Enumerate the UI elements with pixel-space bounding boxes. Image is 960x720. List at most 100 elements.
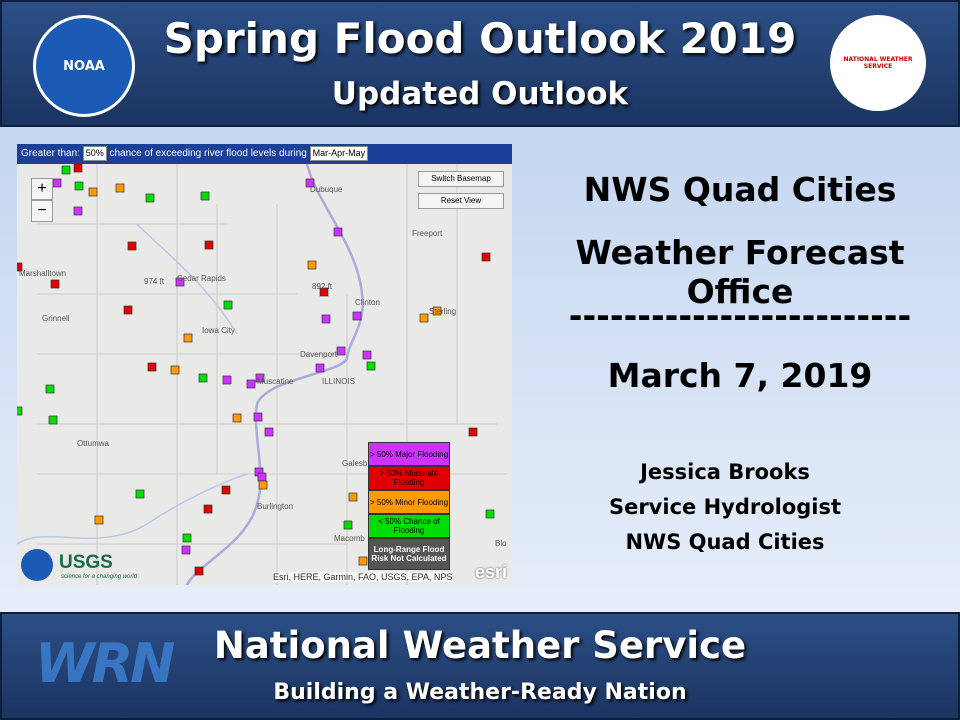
place-label: Sterling — [429, 307, 457, 316]
place-label: Macomb — [334, 534, 365, 543]
usgs-tagline: science for a changing world — [61, 574, 138, 580]
footer-title: National Weather Service — [213, 624, 747, 667]
footer-tagline: Building a Weather-Ready Nation — [273, 680, 687, 705]
place-label: Galesb — [342, 459, 368, 468]
place-label: Clinton — [355, 298, 380, 307]
gauge-marker — [17, 262, 23, 272]
gauge-marker — [305, 178, 315, 188]
noaa-small-logo — [21, 549, 53, 581]
gauge-marker — [127, 241, 137, 251]
reset-view[interactable]: Reset View — [418, 193, 504, 209]
esri-logo: esri — [475, 562, 508, 582]
gauge-marker — [336, 346, 346, 356]
legend-entry: > 50% Minor Flooding — [368, 490, 450, 514]
noaa-logo: NOAA — [33, 15, 135, 117]
period-select[interactable]: Mar-Apr-May — [309, 146, 369, 161]
gauge-marker — [319, 287, 329, 297]
place-label: Burlington — [257, 502, 294, 511]
divider: ------------------------- — [568, 296, 912, 335]
place-label: Freeport — [412, 229, 443, 238]
map-canvas — [17, 163, 507, 585]
gauge-marker — [182, 533, 192, 543]
gauge-marker — [223, 300, 233, 310]
gauge-marker — [315, 363, 325, 373]
gauge-marker — [348, 492, 358, 502]
gauge-marker — [200, 191, 210, 201]
filter-text: chance of exceeding river flood levels d… — [109, 148, 307, 159]
place-label: Blo — [495, 539, 507, 548]
gauge-marker — [50, 279, 60, 289]
gauge-marker — [307, 260, 317, 270]
gauge-marker — [255, 373, 265, 383]
gauge-marker — [432, 306, 442, 316]
gauge-marker — [135, 489, 145, 499]
place-label: 892 ft — [312, 282, 333, 291]
gauge-marker — [88, 187, 98, 197]
place-label: Davenport — [300, 350, 337, 359]
place-label: ILLINOIS — [322, 377, 355, 386]
gauge-marker — [61, 165, 71, 175]
gauge-marker — [181, 545, 191, 555]
nws-logo: NATIONAL WEATHER SERVICE — [830, 15, 926, 111]
place-label: Cedar Rapids — [177, 274, 226, 283]
header-bar — [0, 0, 960, 127]
zoom-in[interactable]: + — [31, 178, 53, 200]
gauge-marker — [175, 277, 185, 287]
place-label: Marshalltown — [19, 269, 67, 278]
gauge-marker — [264, 427, 274, 437]
gauge-marker — [52, 178, 62, 188]
gauge-marker — [362, 350, 372, 360]
gauge-marker — [221, 485, 231, 495]
gauge-marker — [183, 333, 193, 343]
office-type: Weather Forecast Office — [575, 233, 905, 311]
gauge-marker — [246, 379, 256, 389]
gauge-marker — [115, 183, 125, 193]
gauge-marker — [45, 384, 55, 394]
gauge-marker — [485, 509, 495, 519]
role: Service Hydrologist — [608, 495, 842, 519]
gauge-marker — [74, 181, 84, 191]
gauge-marker — [73, 206, 83, 216]
gauge-marker — [352, 311, 362, 321]
gauge-marker — [343, 520, 353, 530]
legend-entry: > 50% Moderate Flooding — [368, 466, 450, 490]
legend-entry: < 50% Chance of Flooding — [368, 514, 450, 538]
attribution: Esri, HERE, Garmin, FAO, USGS, EPA, NPS — [273, 572, 453, 582]
place-label: Grinnell — [42, 314, 70, 323]
zoom-out[interactable]: − — [31, 200, 53, 222]
gauge-marker — [94, 515, 104, 525]
gauge-marker — [257, 472, 267, 482]
gauge-marker — [194, 566, 204, 576]
gauge-marker — [17, 406, 23, 416]
gauge-marker — [147, 362, 157, 372]
footer-bar — [0, 612, 960, 720]
gauge-marker — [481, 252, 491, 262]
gauge-marker — [258, 480, 268, 490]
place-label: Ottumwa — [77, 439, 110, 448]
gauge-marker — [48, 415, 58, 425]
gauge-marker — [123, 305, 133, 315]
gauge-marker — [222, 375, 232, 385]
gauge-marker — [204, 240, 214, 250]
place-label: Dubuque — [310, 185, 343, 194]
legend-entry: > 50% Major Flooding — [368, 442, 450, 466]
place-label: 974 ft — [144, 277, 165, 286]
flood-map[interactable]: Greater than: 50% chance of exceeding ri… — [17, 144, 512, 585]
wrn-logo: WRN — [35, 632, 175, 695]
date: March 7, 2019 — [607, 356, 873, 395]
switch-basemap[interactable]: Switch Basemap — [418, 171, 504, 187]
threshold-select[interactable]: 50% — [82, 146, 107, 161]
office: NWS Quad Cities — [583, 170, 897, 209]
filter-bar: Greater than: 50% chance of exceeding ri… — [17, 144, 512, 164]
gauge-marker — [366, 361, 376, 371]
subtitle: Updated Outlook — [331, 76, 629, 112]
gauge-marker — [145, 193, 155, 203]
place-label: Iowa City — [202, 326, 235, 335]
gauge-marker — [73, 163, 83, 173]
usgs-logo: USGS — [59, 552, 113, 573]
org: NWS Quad Cities — [625, 530, 825, 554]
legend-entry: Long-Range Flood Risk Not Calculated — [368, 538, 450, 570]
gauge-marker — [203, 504, 213, 514]
gauge-marker — [358, 556, 368, 566]
